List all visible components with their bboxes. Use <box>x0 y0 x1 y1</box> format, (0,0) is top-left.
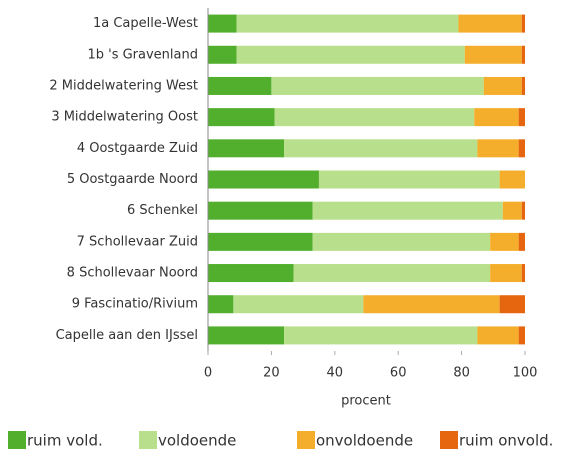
bar-segment <box>318 170 500 189</box>
legend-label: onvoldoende <box>316 432 413 450</box>
bar-segment <box>284 326 478 345</box>
bar-segment <box>521 45 525 64</box>
bar-segment <box>236 45 465 64</box>
bar-segment <box>521 76 525 95</box>
bar-segment <box>477 326 519 345</box>
y-tick-label: 7 Schollevaar Zuid <box>77 234 198 249</box>
bar-segment <box>293 264 491 283</box>
x-tick-label: 40 <box>327 366 344 381</box>
legend-swatch <box>297 431 315 449</box>
bar-segment <box>363 295 500 314</box>
bar-segment <box>518 108 525 127</box>
bar-segment <box>312 201 503 220</box>
bar-segment <box>208 326 285 345</box>
bar-segment <box>271 76 484 95</box>
y-tick-label: 6 Schenkel <box>127 203 198 218</box>
bar-segment <box>499 295 525 314</box>
bar-segment <box>208 295 234 314</box>
y-tick-label: 1a Capelle-West <box>93 16 198 31</box>
bar-segment <box>208 108 275 127</box>
bar-segment <box>208 14 237 33</box>
bar-segment <box>312 232 491 251</box>
legend-label: voldoende <box>158 432 236 450</box>
bar-segment <box>490 232 519 251</box>
bar-segment <box>474 108 519 127</box>
bar-segment <box>521 14 525 33</box>
x-tick-label: 100 <box>513 366 538 381</box>
bar-segment <box>208 264 294 283</box>
legend-label: ruim vold. <box>27 432 103 450</box>
y-tick-label: 4 Oostgaarde Zuid <box>77 141 198 156</box>
x-tick-label: 80 <box>453 366 470 381</box>
y-tick-label: 1b 's Gravenland <box>87 47 198 62</box>
legend-swatch <box>8 431 26 449</box>
legend-swatch <box>440 431 458 449</box>
legend-swatch <box>139 431 157 449</box>
x-tick-label: 60 <box>390 366 407 381</box>
bar-segment <box>499 170 525 189</box>
bar-segment <box>208 170 319 189</box>
bar-segment <box>518 326 525 345</box>
legend-label: ruim onvold. <box>459 432 553 450</box>
bar-segment <box>233 295 364 314</box>
bar-segment <box>208 45 237 64</box>
bar-segment <box>477 139 519 158</box>
bar-segment <box>521 201 525 220</box>
bar-segment <box>458 14 522 33</box>
bar-segment <box>464 45 522 64</box>
bar-segment <box>502 201 522 220</box>
bar-segment <box>518 232 525 251</box>
bar-segment <box>284 139 478 158</box>
bar-segment <box>518 139 525 158</box>
y-tick-label: 5 Oostgaarde Noord <box>67 172 198 187</box>
x-axis-label: procent <box>341 394 391 409</box>
bar-segment <box>208 76 272 95</box>
y-tick-label: 2 Middelwatering West <box>49 78 198 93</box>
y-tick-label: 3 Middelwatering Oost <box>51 110 198 125</box>
x-tick-label: 20 <box>263 366 280 381</box>
bar-segment <box>208 139 285 158</box>
bar-segment <box>274 108 475 127</box>
y-tick-label: Capelle aan den IJssel <box>56 328 198 343</box>
bar-segment <box>483 76 522 95</box>
bar-segment <box>208 232 313 251</box>
bar-segment <box>521 264 525 283</box>
y-tick-label: 8 Schollevaar Noord <box>67 266 198 281</box>
bar-segment <box>490 264 522 283</box>
x-tick-label: 0 <box>204 366 212 381</box>
y-tick-label: 9 Fascinatio/Rivium <box>72 297 198 312</box>
bar-segment <box>208 201 313 220</box>
bar-segment <box>236 14 459 33</box>
